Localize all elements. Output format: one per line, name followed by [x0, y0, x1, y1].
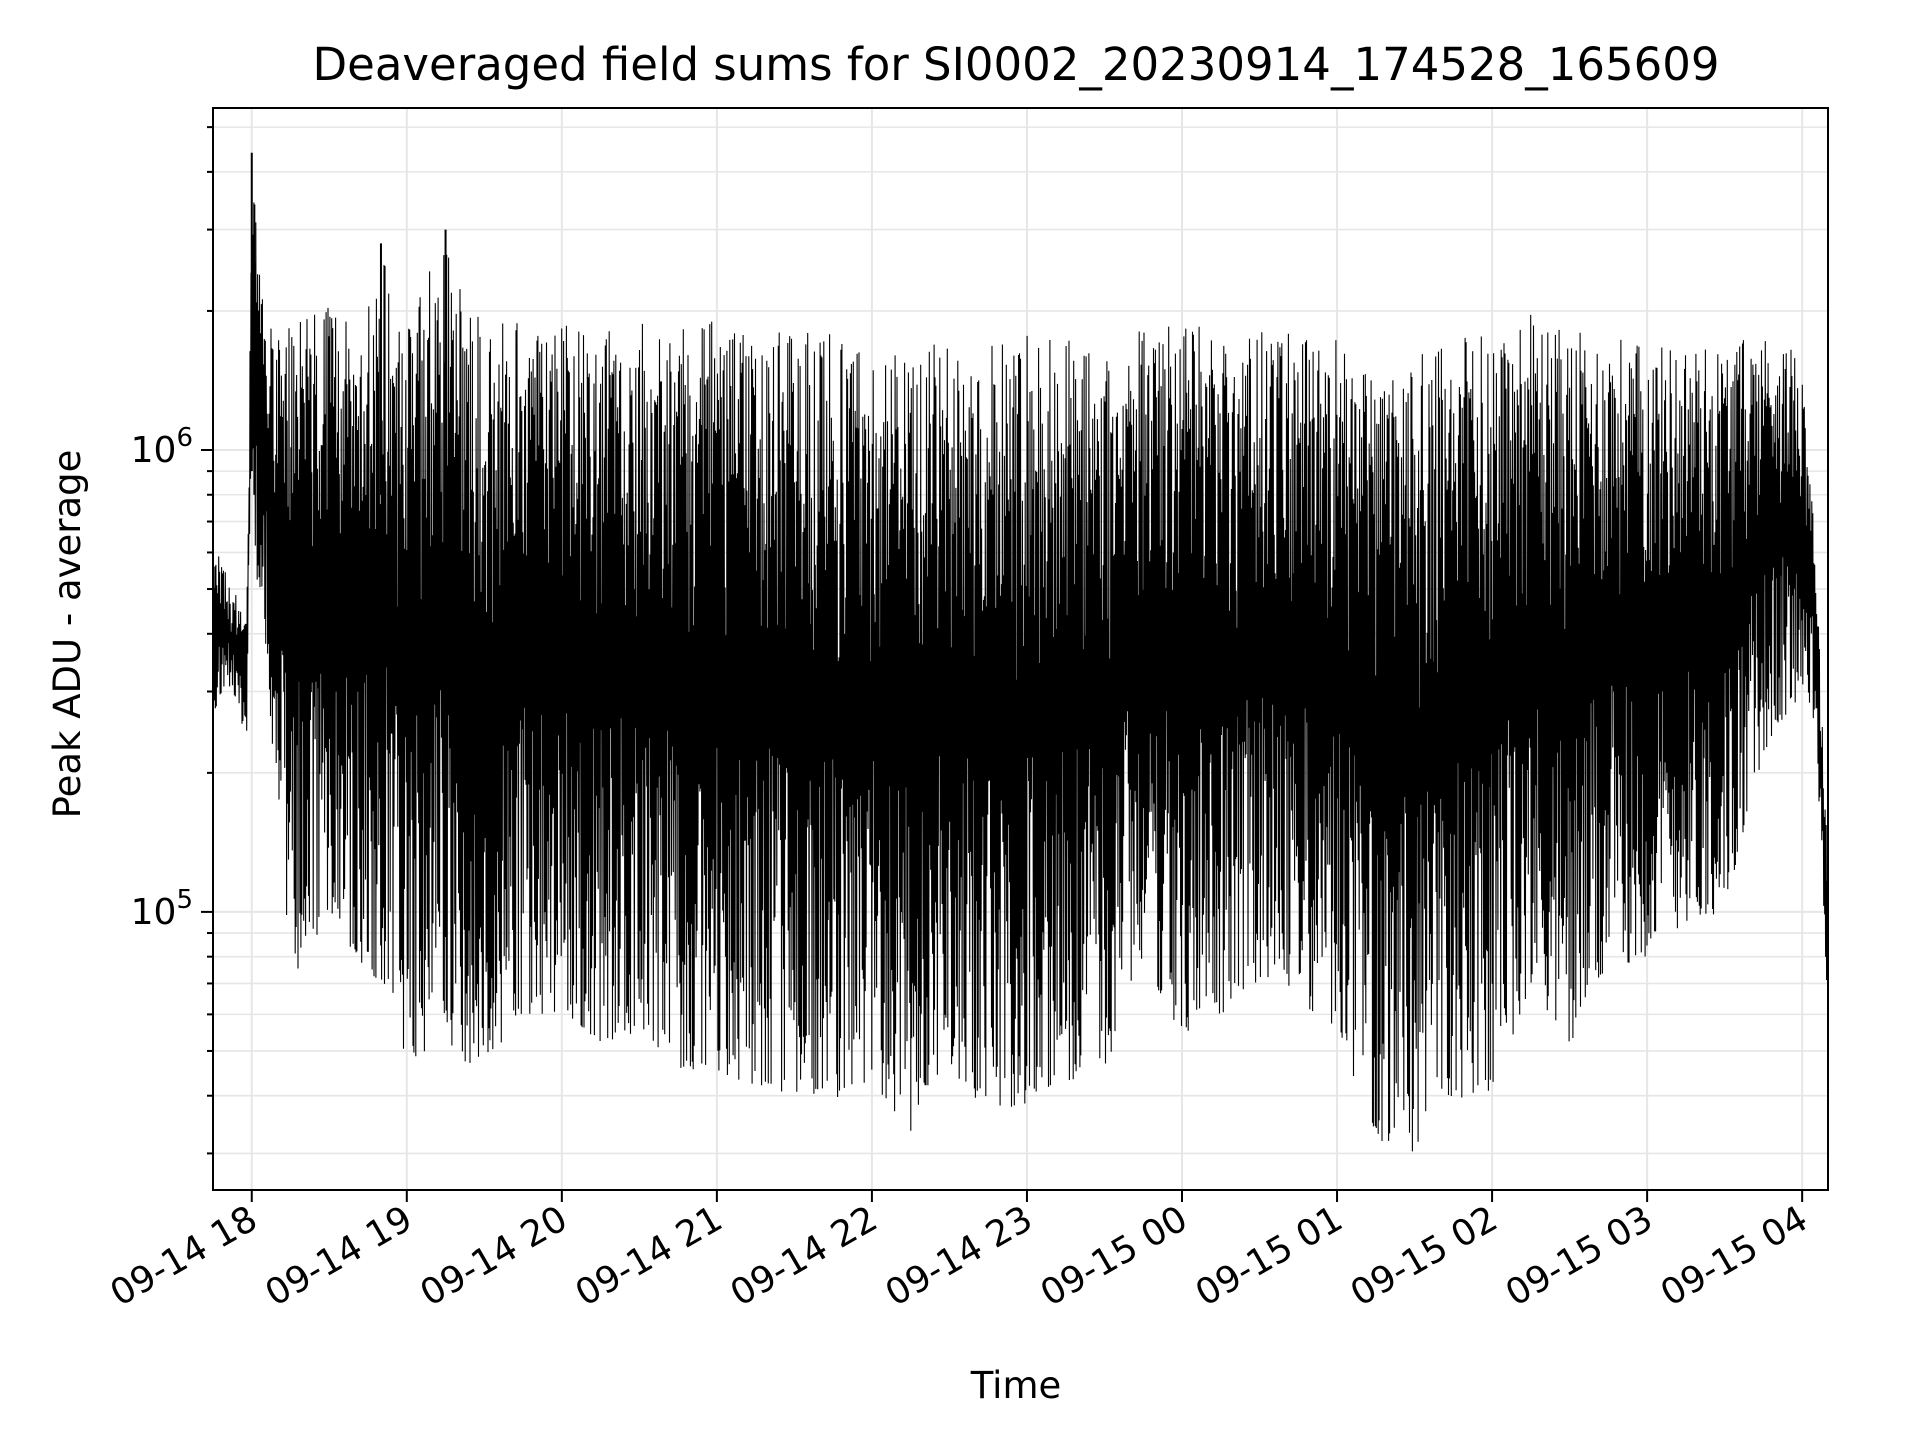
y-tick-label: 105	[131, 885, 193, 933]
chart-title: Deaveraged field sums for SI0002_2023091…	[312, 38, 1719, 91]
series-line	[212, 202, 1829, 1152]
plot-area	[212, 152, 1829, 1152]
axes-frame	[212, 107, 1829, 1191]
x-axis-label: Time	[970, 1364, 1062, 1407]
y-axis-label: Peak ADU - average	[46, 450, 89, 819]
y-tick-label: 106	[131, 423, 193, 471]
